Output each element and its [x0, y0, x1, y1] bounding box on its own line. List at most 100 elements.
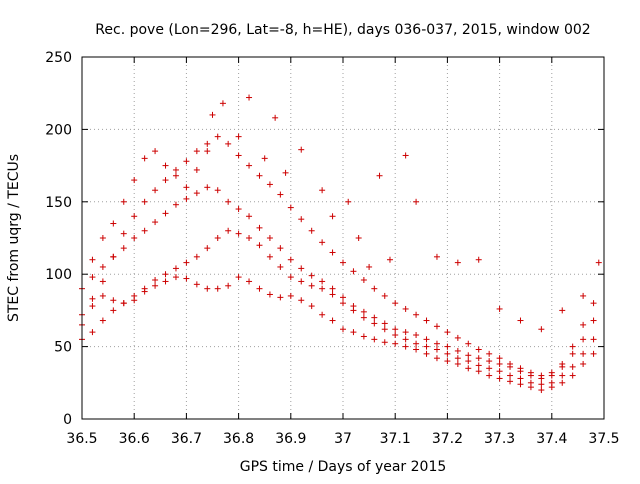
- data-point: [193, 253, 200, 260]
- axis-ticks: [81, 56, 605, 420]
- y-tick-label: 250: [45, 50, 72, 66]
- data-point: [580, 336, 587, 343]
- data-point: [162, 210, 169, 217]
- data-point: [329, 285, 336, 292]
- data-point: [319, 239, 326, 246]
- x-tick-labels: 36.5 36.6 36.7 36.8 36.9 37 37.1 37.2 37.3 37.4 37…: [66, 431, 619, 447]
- data-point: [517, 365, 524, 372]
- data-point: [162, 271, 169, 278]
- data-point: [360, 314, 367, 321]
- data-point: [120, 230, 127, 237]
- data-point: [308, 282, 315, 289]
- data-point: [465, 340, 472, 347]
- data-point: [141, 198, 148, 205]
- data-point: [444, 329, 451, 336]
- data-point: [277, 191, 284, 198]
- data-point: [381, 326, 388, 333]
- chart-title: Rec. pove (Lon=296, Lat=-8, h=HE), days …: [95, 22, 590, 38]
- data-point: [454, 355, 461, 362]
- data-point: [507, 378, 514, 385]
- data-point: [277, 245, 284, 252]
- x-tick-label: 36.6: [119, 431, 150, 447]
- data-point: [569, 350, 576, 357]
- data-point: [319, 278, 326, 285]
- data-point: [183, 195, 190, 202]
- data-point: [580, 350, 587, 357]
- data-point: [538, 372, 545, 379]
- data-point: [507, 372, 514, 379]
- data-point: [308, 303, 315, 310]
- data-point: [381, 292, 388, 299]
- data-point: [183, 259, 190, 266]
- x-tick-label: 37: [334, 431, 352, 447]
- data-point: [172, 166, 179, 173]
- data-point: [486, 350, 493, 357]
- data-point: [475, 256, 482, 263]
- x-tick-label: 37.4: [536, 431, 567, 447]
- data-point: [595, 259, 602, 266]
- data-point: [454, 360, 461, 367]
- data-point: [548, 369, 555, 376]
- data-point: [319, 311, 326, 318]
- data-point: [235, 133, 242, 140]
- data-point: [340, 326, 346, 333]
- data-point: [345, 198, 352, 205]
- data-point: [183, 184, 190, 191]
- data-point: [204, 140, 211, 147]
- data-point: [214, 235, 221, 241]
- x-tick-label: 37.3: [484, 431, 515, 447]
- data-point: [256, 242, 263, 249]
- data-point: [120, 300, 127, 307]
- data-point: [282, 169, 289, 176]
- data-point: [141, 227, 148, 234]
- data-point: [538, 381, 545, 388]
- x-tick-label: 37.5: [588, 431, 619, 447]
- data-point: [517, 317, 524, 324]
- data-point: [580, 321, 587, 328]
- data-point: [183, 275, 190, 282]
- data-point: [256, 224, 263, 231]
- data-point: [454, 334, 461, 341]
- data-point: [329, 291, 336, 298]
- data-point: [287, 274, 294, 281]
- data-point: [486, 365, 493, 372]
- data-point: [538, 387, 545, 394]
- data-point: [423, 336, 430, 343]
- data-point: [204, 184, 211, 191]
- data-point: [371, 314, 378, 321]
- data-point: [287, 292, 294, 299]
- data-point: [590, 300, 597, 307]
- data-point: [266, 235, 273, 241]
- data-point: [99, 292, 106, 299]
- data-point: [246, 278, 253, 285]
- data-point: [172, 201, 179, 208]
- data-point: [433, 323, 440, 330]
- data-point: [246, 235, 253, 241]
- data-point: [162, 278, 169, 285]
- data-point: [193, 190, 200, 197]
- data-point: [298, 297, 305, 304]
- data-point: [193, 281, 200, 288]
- data-point: [350, 303, 357, 310]
- data-point: [89, 274, 96, 281]
- data-point: [413, 332, 420, 339]
- data-point: [266, 181, 273, 188]
- data-point: [110, 253, 117, 260]
- x-tick-label: 36.5: [66, 431, 97, 447]
- data-point: [402, 343, 409, 350]
- y-tick-label: 200: [45, 122, 72, 138]
- data-point: [256, 172, 263, 179]
- data-point: [580, 360, 587, 367]
- data-point: [110, 220, 117, 227]
- data-point: [423, 343, 430, 350]
- data-point: [475, 368, 482, 375]
- data-point: [89, 329, 96, 336]
- data-point: [172, 274, 179, 281]
- data-point: [246, 94, 253, 101]
- data-point: [225, 227, 232, 234]
- data-point: [89, 303, 96, 310]
- data-point: [402, 152, 409, 159]
- data-point: [413, 198, 420, 205]
- series-5: [89, 94, 602, 333]
- data-point: [371, 285, 378, 292]
